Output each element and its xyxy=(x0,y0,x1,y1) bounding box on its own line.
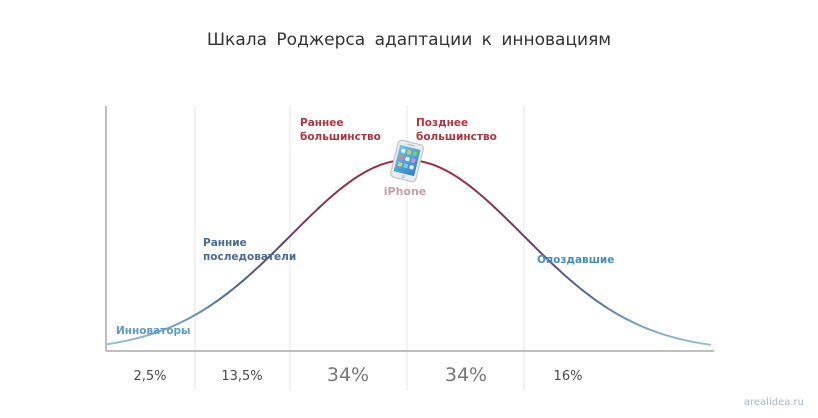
percent-late-majority: 34% xyxy=(445,364,487,386)
percent-early-adopters: 13,5% xyxy=(221,369,262,384)
label-laggards: Опоздавшие xyxy=(537,254,614,266)
label-late-majority: Позднее большинство xyxy=(416,117,497,143)
label-innovators: Инноваторы xyxy=(116,325,191,337)
label-early-majority: Раннее большинство xyxy=(300,117,381,143)
label-early-adopters: Ранние последователи xyxy=(203,237,296,263)
diagram-title: Шкала Роджерса адаптации к инновациям xyxy=(207,30,611,50)
product-label: iPhone xyxy=(384,185,427,198)
percent-innovators: 2,5% xyxy=(133,369,166,384)
iphone-icon xyxy=(390,139,424,183)
watermark: arealidea.ru xyxy=(744,397,804,408)
percent-early-majority: 34% xyxy=(327,364,369,386)
percent-laggards: 16% xyxy=(554,369,583,384)
